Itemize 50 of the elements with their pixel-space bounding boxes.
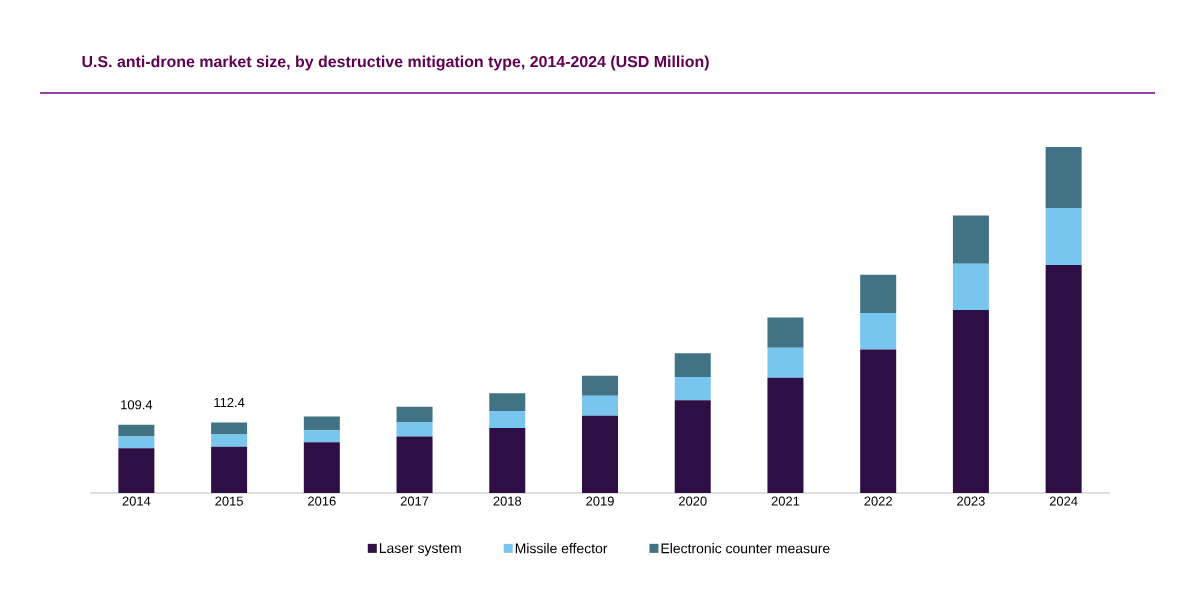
legend-label: Laser system bbox=[379, 543, 461, 556]
x-tick-label: 2018 bbox=[493, 496, 522, 506]
legend-label: Missile effector bbox=[515, 543, 608, 554]
bar bbox=[211, 446, 248, 493]
x-tick-label: 2014 bbox=[122, 496, 151, 506]
x-tick-label: 2017 bbox=[400, 496, 429, 506]
bar bbox=[582, 395, 619, 416]
bar bbox=[767, 317, 804, 348]
bar bbox=[211, 434, 248, 447]
chart-title: U.S. anti-drone market size, by destructive mitigation type, 2014-2024 (USD Million) bbox=[82, 55, 709, 71]
bar bbox=[396, 422, 433, 437]
bar bbox=[860, 349, 897, 493]
bar bbox=[303, 442, 340, 493]
bar bbox=[211, 422, 248, 435]
bar bbox=[489, 427, 526, 493]
x-tick-label: 2023 bbox=[957, 496, 985, 506]
x-tick-label: 2016 bbox=[308, 496, 336, 506]
bar bbox=[303, 430, 340, 443]
x-tick-label: 2015 bbox=[215, 496, 243, 506]
bar bbox=[767, 347, 804, 378]
x-tick-label: 2021 bbox=[771, 496, 800, 506]
bar bbox=[674, 353, 711, 378]
bar bbox=[489, 393, 526, 411]
annotation: 109.4 bbox=[121, 400, 153, 410]
x-tick-label: 2019 bbox=[586, 496, 614, 506]
bar bbox=[1045, 207, 1082, 266]
bar bbox=[860, 313, 897, 350]
bar bbox=[303, 416, 340, 431]
bar bbox=[396, 436, 433, 493]
bar bbox=[952, 215, 989, 264]
bar bbox=[1045, 147, 1082, 208]
bar bbox=[952, 309, 989, 493]
bar bbox=[1045, 265, 1082, 493]
bar bbox=[489, 411, 526, 428]
bar bbox=[118, 436, 155, 449]
legend-label: Electronic counter measure bbox=[661, 543, 830, 554]
bar bbox=[582, 375, 619, 396]
annotation: 112.4 bbox=[214, 397, 245, 407]
x-tick-label: 2020 bbox=[678, 496, 707, 506]
x-tick-label: 2024 bbox=[1049, 496, 1078, 506]
bar bbox=[860, 274, 897, 314]
bar bbox=[118, 448, 155, 493]
bar bbox=[674, 377, 711, 401]
bar bbox=[767, 377, 804, 493]
bar bbox=[952, 263, 989, 310]
bar bbox=[582, 415, 619, 493]
bar bbox=[396, 406, 433, 423]
bar bbox=[118, 424, 155, 437]
x-tick-label: 2022 bbox=[864, 496, 892, 506]
bar bbox=[674, 400, 711, 493]
